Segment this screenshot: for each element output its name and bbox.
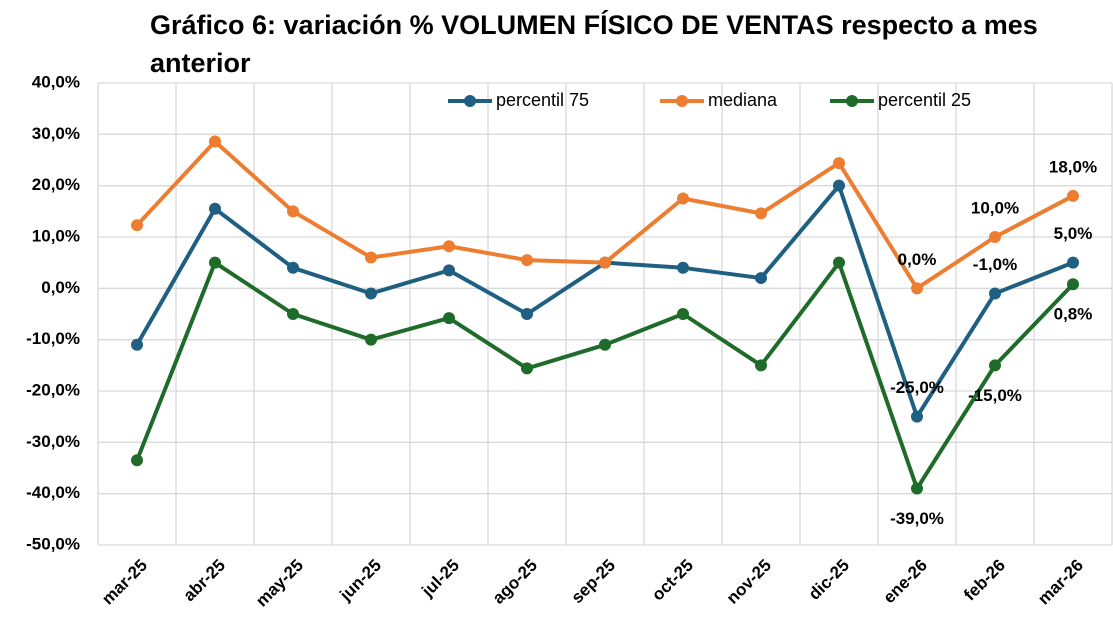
data-point bbox=[521, 362, 533, 375]
data-point bbox=[209, 256, 221, 269]
data-point bbox=[989, 231, 1001, 243]
data-point bbox=[677, 308, 689, 320]
data-label: -39,0% bbox=[890, 509, 944, 528]
data-point bbox=[989, 359, 1001, 372]
data-label: 5,0% bbox=[1054, 224, 1093, 243]
legend-label: percentil 75 bbox=[496, 90, 589, 110]
x-tick-label: dic-25 bbox=[805, 556, 853, 604]
data-point bbox=[599, 338, 611, 351]
data-point bbox=[131, 219, 143, 232]
data-point bbox=[131, 454, 143, 467]
x-tick-label: mar-25 bbox=[98, 556, 151, 609]
data-point bbox=[287, 261, 299, 274]
data-label: 18,0% bbox=[1049, 157, 1097, 176]
data-point bbox=[833, 179, 845, 192]
legend-label: mediana bbox=[708, 90, 778, 110]
data-point bbox=[1067, 278, 1079, 291]
data-point bbox=[1067, 189, 1079, 202]
data-label: 0,8% bbox=[1054, 305, 1093, 324]
legend-marker bbox=[676, 95, 688, 107]
y-tick-label: 20,0% bbox=[32, 175, 80, 194]
x-tick-label: sep-25 bbox=[567, 556, 619, 608]
x-tick-label: feb-26 bbox=[960, 556, 1009, 605]
data-point bbox=[755, 359, 767, 372]
x-tick-label: nov-25 bbox=[723, 556, 775, 608]
data-point bbox=[833, 157, 845, 170]
data-point bbox=[911, 410, 923, 423]
x-tick-label: abr-25 bbox=[179, 556, 229, 606]
x-tick-label: ago-25 bbox=[489, 556, 541, 608]
data-point bbox=[443, 240, 455, 253]
data-label: -25,0% bbox=[890, 378, 944, 397]
data-point bbox=[365, 287, 377, 300]
data-point bbox=[521, 308, 533, 320]
x-tick-label: jul-25 bbox=[417, 556, 463, 602]
data-label: -15,0% bbox=[968, 386, 1022, 405]
legend-label: percentil 25 bbox=[878, 90, 971, 110]
data-label: -1,0% bbox=[973, 255, 1017, 274]
legend-marker bbox=[846, 95, 858, 107]
chart-title: Gráfico 6: variación % VOLUMEN FÍSICO DE… bbox=[150, 10, 1038, 78]
x-tick-label: ene-26 bbox=[879, 556, 931, 608]
y-tick-label: -30,0% bbox=[26, 432, 80, 451]
y-tick-label: 30,0% bbox=[32, 124, 80, 143]
data-point bbox=[131, 338, 143, 351]
series-line bbox=[135, 260, 1075, 491]
y-tick-label: 0,0% bbox=[41, 278, 80, 297]
x-tick-label: mar-26 bbox=[1034, 556, 1087, 609]
data-point bbox=[833, 256, 845, 269]
y-tick-label: -40,0% bbox=[26, 483, 80, 502]
data-point bbox=[989, 287, 1001, 300]
data-point bbox=[911, 282, 923, 295]
legend-marker bbox=[464, 95, 476, 107]
data-point bbox=[287, 308, 299, 320]
y-tick-label: -20,0% bbox=[26, 380, 80, 399]
data-point bbox=[1067, 256, 1079, 269]
x-tick-label: oct-25 bbox=[648, 556, 697, 605]
y-tick-label: -50,0% bbox=[26, 534, 80, 553]
data-point bbox=[209, 202, 221, 215]
data-point bbox=[677, 192, 689, 205]
y-tick-label: 10,0% bbox=[32, 226, 80, 245]
x-tick-label: jun-25 bbox=[335, 556, 385, 606]
data-point bbox=[755, 207, 767, 220]
data-point bbox=[911, 482, 923, 495]
data-point bbox=[443, 264, 455, 277]
data-point bbox=[365, 251, 377, 264]
x-tick-label: may-25 bbox=[252, 556, 307, 611]
data-point bbox=[209, 135, 221, 148]
data-point bbox=[521, 254, 533, 267]
data-point bbox=[365, 333, 377, 346]
y-tick-label: 40,0% bbox=[32, 72, 80, 91]
y-tick-label: -10,0% bbox=[26, 329, 80, 348]
data-label: 0,0% bbox=[898, 250, 937, 269]
data-label: 10,0% bbox=[971, 198, 1019, 217]
data-point bbox=[755, 272, 767, 285]
data-point bbox=[443, 312, 455, 325]
data-point bbox=[677, 261, 689, 274]
data-point bbox=[599, 256, 611, 269]
data-point bbox=[287, 205, 299, 218]
